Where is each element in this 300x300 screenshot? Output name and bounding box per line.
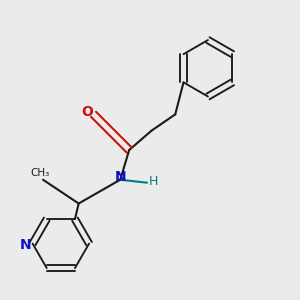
- Text: N: N: [115, 170, 126, 184]
- Text: O: O: [81, 105, 93, 119]
- Text: CH₃: CH₃: [30, 168, 50, 178]
- Text: N: N: [20, 238, 32, 252]
- Text: H: H: [149, 175, 158, 188]
